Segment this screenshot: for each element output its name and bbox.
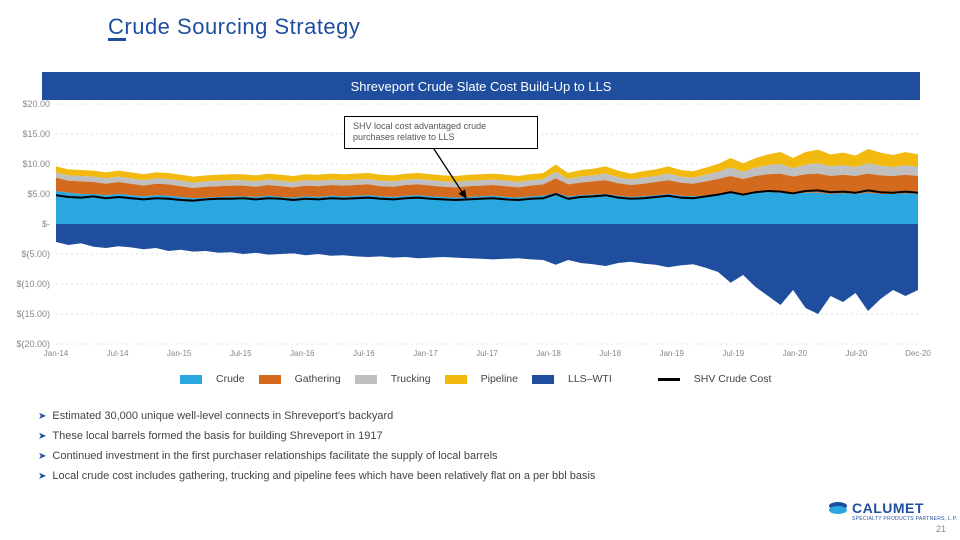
x-tick-label: Jul-20 <box>846 349 868 358</box>
bullet-marker: ➤ <box>38 448 46 466</box>
x-tick-label: Jan-16 <box>290 349 315 358</box>
bullet-marker: ➤ <box>38 468 46 486</box>
x-tick-label: Jul-18 <box>599 349 621 358</box>
logo-icon <box>828 501 848 515</box>
legend-label-crude: Crude <box>216 373 245 385</box>
chart-banner: Shreveport Crude Slate Cost Build-Up to … <box>42 72 920 100</box>
bullet-item: ➤ Estimated 30,000 unique well-level conn… <box>38 408 918 426</box>
x-tick-label: Dec-20 <box>905 349 931 358</box>
x-tick-label: Jan-15 <box>167 349 192 358</box>
legend-swatch-pipeline <box>445 375 467 384</box>
legend-label-trucking: Trucking <box>391 373 431 385</box>
bullet-text: Local crude cost includes gathering, tru… <box>52 468 595 486</box>
legend-swatch-gathering <box>259 375 281 384</box>
banner-text: Shreveport Crude Slate Cost Build-Up to … <box>351 79 612 94</box>
legend-label-shv: SHV Crude Cost <box>694 373 772 385</box>
legend-label-lls: LLS–WTI <box>568 373 612 385</box>
bullet-item: ➤ Continued investment in the first purch… <box>38 448 918 466</box>
x-tick-label: Jan-14 <box>44 349 69 358</box>
calumet-logo: CALUMET SPECIALTY PRODUCTS PARTNERS, L.P… <box>828 500 958 522</box>
y-tick-label: $5.00 <box>27 189 50 199</box>
bullet-marker: ➤ <box>38 428 46 446</box>
x-tick-label: Jul-14 <box>107 349 129 358</box>
bullet-marker: ➤ <box>38 408 46 426</box>
x-tick-label: Jul-19 <box>722 349 744 358</box>
page-number: 21 <box>936 524 946 534</box>
legend-line-shv <box>658 378 680 381</box>
legend-label-pipeline: Pipeline <box>481 373 518 385</box>
x-tick-label: Jan-19 <box>659 349 684 358</box>
page-title: Crude Sourcing Strategy <box>108 14 360 40</box>
bullet-item: ➤ These local barrels formed the basis fo… <box>38 428 918 446</box>
y-tick-label: $- <box>42 219 50 229</box>
y-tick-label: $(5.00) <box>21 249 50 259</box>
legend-swatch-trucking <box>355 375 377 384</box>
y-tick-label: $(15.00) <box>16 309 50 319</box>
y-tick-label: $(20.00) <box>16 339 50 349</box>
bullet-text: Continued investment in the first purcha… <box>52 448 497 466</box>
legend-label-gathering: Gathering <box>295 373 341 385</box>
y-tick-label: $15.00 <box>22 129 50 139</box>
x-tick-label: Jul-16 <box>353 349 375 358</box>
bullet-text: Estimated 30,000 unique well-level conne… <box>52 408 393 426</box>
y-tick-label: $10.00 <box>22 159 50 169</box>
bullet-list: ➤ Estimated 30,000 unique well-level conn… <box>38 408 918 488</box>
legend-swatch-crude <box>180 375 202 384</box>
y-tick-label: $20.00 <box>22 99 50 109</box>
chart-legend: Crude Gathering Trucking Pipeline LLS–WTI SHV… <box>180 373 771 385</box>
x-tick-label: Jul-17 <box>476 349 498 358</box>
callout-box: SHV local cost advantaged crudepurchases… <box>344 116 538 149</box>
logo-subtext: SPECIALTY PRODUCTS PARTNERS, L.P. <box>852 516 958 522</box>
area-lls <box>56 224 918 314</box>
y-tick-label: $(10.00) <box>16 279 50 289</box>
legend-swatch-lls <box>532 375 554 384</box>
x-tick-label: Jul-15 <box>230 349 252 358</box>
logo-text: CALUMET <box>852 500 924 516</box>
x-tick-label: Jan-17 <box>413 349 438 358</box>
bullet-item: ➤ Local crude cost includes gathering, tr… <box>38 468 918 486</box>
x-tick-label: Jan-20 <box>783 349 808 358</box>
bullet-text: These local barrels formed the basis for… <box>52 428 382 446</box>
x-tick-label: Jan-18 <box>536 349 561 358</box>
